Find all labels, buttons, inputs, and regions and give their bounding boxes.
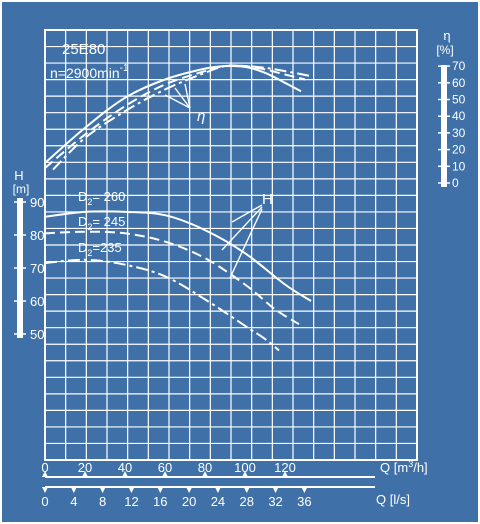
flow-m3h-tick-label: 120 xyxy=(274,460,296,475)
flow-ls-tick xyxy=(272,487,279,493)
head-tick-label: 80 xyxy=(30,228,44,243)
flow-m3h-tick-label: 0 xyxy=(41,460,48,475)
h-curve-tag: H xyxy=(262,191,273,208)
head-curve-2 xyxy=(44,230,300,325)
head-tick-label: 60 xyxy=(30,294,44,309)
eta-tick-label: 0 xyxy=(452,176,459,190)
flow-ls-tick-label: 24 xyxy=(211,494,225,509)
eta-tick-label: 30 xyxy=(452,126,466,140)
flow-m3h-tick xyxy=(162,471,168,477)
flow-m3h-tick-label: 40 xyxy=(118,460,132,475)
grid xyxy=(45,30,417,460)
head-curve-3 xyxy=(44,258,280,352)
speed-label: n=2900min-1 xyxy=(50,63,129,81)
flow-ls-tick-label: 4 xyxy=(70,494,77,509)
flow-ls-tick-label: 32 xyxy=(268,494,282,509)
flow-m3h-tick-label: 60 xyxy=(158,460,172,475)
flow-ls-tick xyxy=(186,487,193,493)
flow-m3h-tick xyxy=(202,471,208,477)
label-d2-260: D2= 260 xyxy=(78,189,125,207)
flow-m3h-tick-label: 20 xyxy=(78,460,92,475)
h-leader-1 xyxy=(231,204,263,223)
eta-tick-label: 20 xyxy=(452,143,466,157)
h-leader-2 xyxy=(221,206,263,251)
flow-m3h-tick xyxy=(42,471,48,477)
h-leader-3 xyxy=(229,208,263,279)
flow-ls-tick-label: 36 xyxy=(297,494,311,509)
eta-tick-label: 70 xyxy=(452,59,466,73)
flow-ls-tick xyxy=(214,487,221,493)
eta-scale-bar xyxy=(441,65,447,187)
eta-leader-1 xyxy=(164,94,191,109)
flow-ls-tick xyxy=(42,487,48,493)
flow-m3h-tick xyxy=(282,471,288,477)
flow-ls-ticks: 0 4 8 12 16 20 24 28 32 36 xyxy=(41,487,312,509)
flow-m3h-tick-label: 80 xyxy=(198,460,212,475)
flow-ls-tick xyxy=(128,487,135,493)
flow-ls-tick-label: 16 xyxy=(153,494,167,509)
efficiency-curve-1 xyxy=(44,64,302,164)
flow-m3h-tick xyxy=(82,471,88,477)
eta-leader-2 xyxy=(174,87,191,109)
eta-axis-unit: [%] xyxy=(436,43,453,57)
eta-curve-tag: η xyxy=(197,108,205,125)
flow-m3h-tick xyxy=(122,471,128,477)
flow-ls-tick xyxy=(301,487,308,493)
head-curve-1 xyxy=(44,210,312,302)
head-tick-label: 50 xyxy=(30,327,44,342)
flow-ls-tick xyxy=(70,487,77,493)
flow-ls-tick-label: 28 xyxy=(240,494,254,509)
model-label: 25E80 xyxy=(62,41,105,58)
head-tick-label: 90 xyxy=(30,195,44,210)
head-tick-label: 70 xyxy=(30,261,44,276)
flow-m3h-tick-label: 100 xyxy=(234,460,256,475)
head-axis-label: H xyxy=(14,168,23,183)
curves xyxy=(44,64,312,352)
flow-ls-tick xyxy=(243,487,250,493)
flow-ls-tick-label: 12 xyxy=(124,494,138,509)
eta-ticks: 0 10 20 30 40 50 60 70 xyxy=(438,59,466,190)
plot-border xyxy=(44,29,418,461)
eta-axis-label: η xyxy=(443,28,450,43)
flow-ls-tick-label: 0 xyxy=(41,494,48,509)
flow-m3h-tick xyxy=(242,471,248,477)
flow-ls-label: Q [l/s] xyxy=(376,492,410,507)
flow-ls-tick-label: 20 xyxy=(182,494,196,509)
eta-leader-3 xyxy=(184,83,191,109)
eta-tick-label: 60 xyxy=(452,76,466,90)
head-ticks: 50 60 70 80 90 xyxy=(14,195,44,342)
label-d2-245: D2= 245 xyxy=(78,214,125,232)
eta-tick-label: 40 xyxy=(452,109,466,123)
flow-ls-tick xyxy=(99,487,106,493)
eta-tick-label: 10 xyxy=(452,159,466,173)
label-d2-235: D2=235 xyxy=(78,240,122,258)
flow-ls-tick-label: 8 xyxy=(99,494,106,509)
head-axis-unit: [m] xyxy=(13,182,30,196)
eta-tick-label: 50 xyxy=(452,93,466,107)
efficiency-curve-3 xyxy=(52,64,312,171)
flow-m3h-label: Q [m3/h] xyxy=(380,459,428,475)
flow-ls-tick xyxy=(157,487,164,493)
flow-m3h-ticks: 0 20 40 60 80 100 120 xyxy=(41,460,296,477)
